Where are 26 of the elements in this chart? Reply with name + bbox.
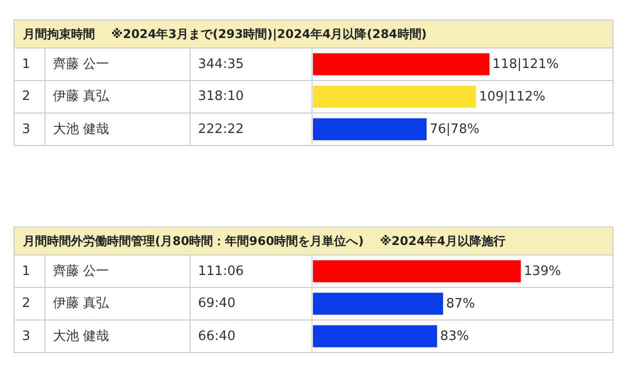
text: 2 bbox=[22, 296, 30, 311]
category-label: 大池 健哉 bbox=[53, 329, 110, 344]
category-label: 大池 健哉 bbox=[53, 122, 110, 137]
category-label: 齊藤 公一 bbox=[53, 264, 110, 279]
text: 1 bbox=[22, 57, 30, 72]
data-label: 87% bbox=[446, 296, 475, 312]
data-label: 83% bbox=[440, 328, 469, 344]
text: 66:40 bbox=[198, 329, 236, 344]
category-label: 伊藤 真弘 bbox=[53, 296, 110, 311]
chart-title: 月間拘束時間 ※2024年3月まで(293時間)|2024年4月以降(284時間) bbox=[22, 27, 427, 41]
data-label: 139% bbox=[524, 264, 561, 279]
category-label: 伊藤 真弘 bbox=[53, 89, 110, 104]
chart-title: 月間時間外労働時間管理(月80時間：年間960時間を月単位へ) ※2024年4月以降施行 bbox=[22, 234, 506, 248]
data-label: 118|121% bbox=[492, 56, 559, 72]
text: 69:40 bbox=[198, 296, 236, 311]
text: 3 bbox=[22, 329, 30, 344]
data-label: 76|78% bbox=[430, 122, 480, 137]
text: 318:10 bbox=[198, 89, 244, 104]
text: 344:35 bbox=[198, 57, 244, 72]
text: 3 bbox=[22, 122, 30, 137]
data-label: 109|112% bbox=[478, 89, 546, 104]
text: 222:22 bbox=[198, 122, 244, 137]
category-label: 齊藤 公一 bbox=[53, 57, 110, 72]
text: 111:06 bbox=[198, 264, 244, 279]
text: 1 bbox=[22, 264, 30, 279]
text: 2 bbox=[22, 89, 30, 104]
